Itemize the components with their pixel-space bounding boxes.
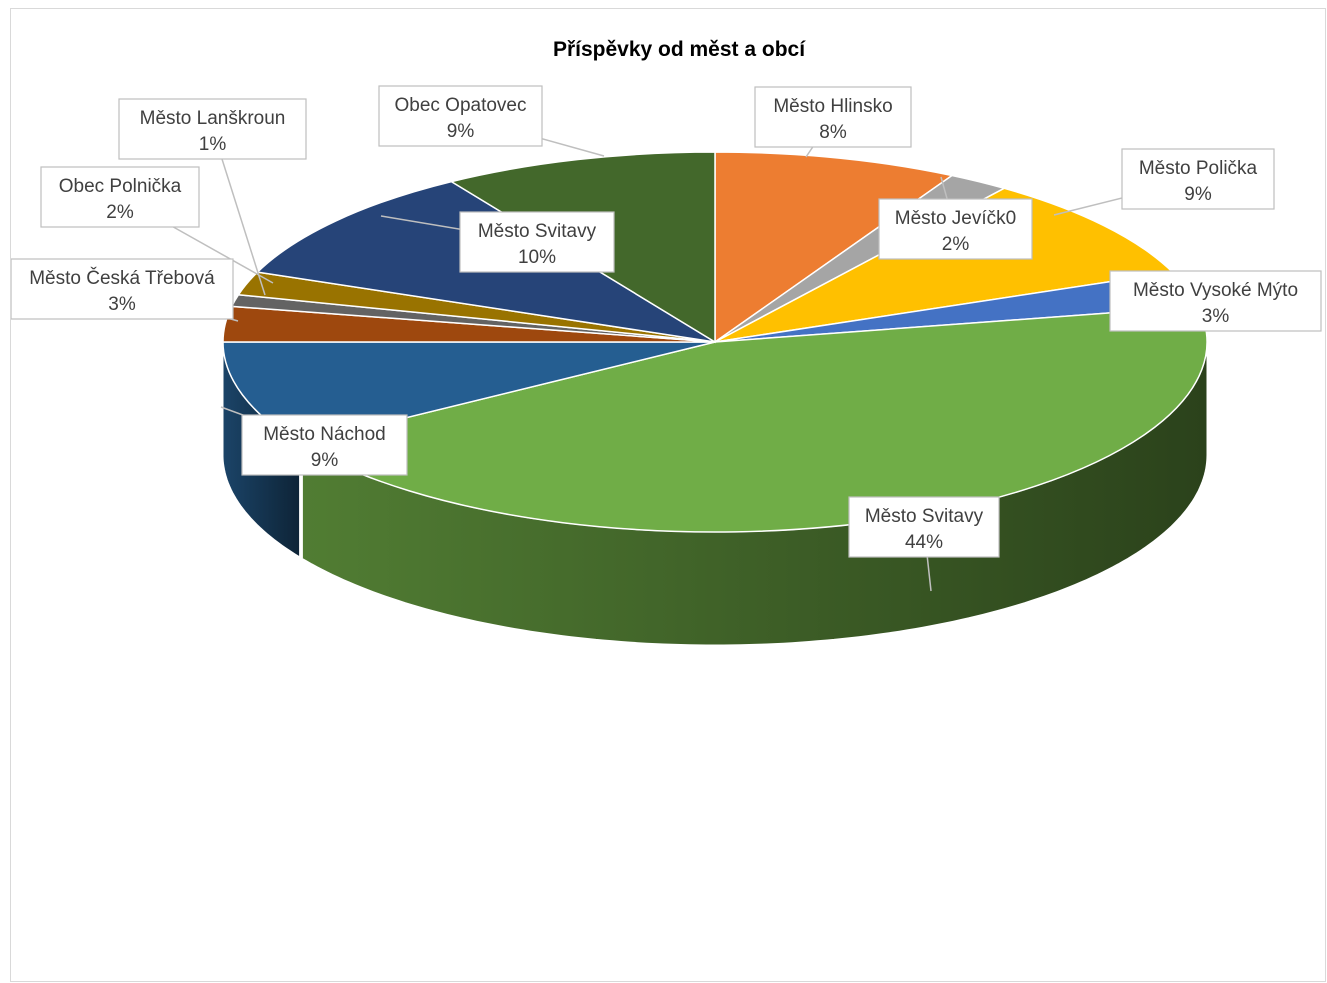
label-box-2 [1121, 148, 1275, 210]
data-label-5: Město Náchod 9% [241, 414, 408, 476]
label-value-6: 3% [108, 294, 136, 315]
data-label-9: Město Svitavy 10% [459, 211, 615, 273]
label-box-10 [378, 85, 543, 147]
label-box-6 [11, 258, 234, 320]
pie-chart: Příspěvky od měst a obcí Město Hlinsko 8%… [11, 38, 1322, 646]
data-label-8: Obec Polnička 2% [40, 166, 200, 228]
label-box-8 [40, 166, 200, 228]
label-value-2: 9% [1184, 184, 1212, 205]
label-value-5: 9% [311, 450, 339, 471]
label-box-9 [459, 211, 615, 273]
data-label-0: Město Hlinsko 8% [754, 86, 912, 148]
label-category-3: Město Vysoké Mýto [1133, 280, 1298, 301]
label-category-6: Město Česká Třebová [29, 267, 215, 289]
data-label-3: Město Vysoké Mýto 3% [1109, 270, 1322, 332]
label-category-9: Město Svitavy [478, 221, 597, 242]
label-box-4 [848, 496, 1000, 558]
pie-slices [222, 151, 1208, 533]
data-label-1: Město Jevíčk0 2% [878, 198, 1033, 260]
label-category-1: Město Jevíčk0 [895, 208, 1016, 229]
data-label-4: Město Svitavy 44% [848, 496, 1000, 558]
chart-frame: Příspěvky od měst a obcí Město Hlinsko 8%… [10, 8, 1326, 982]
label-category-0: Město Hlinsko [773, 96, 892, 117]
label-category-8: Obec Polnička [59, 176, 182, 197]
data-label-2: Město Polička 9% [1121, 148, 1275, 210]
label-category-4: Město Svitavy [865, 506, 984, 527]
label-value-1: 2% [942, 234, 970, 255]
label-value-0: 8% [819, 122, 847, 143]
data-label-10: Obec Opatovec 9% [378, 85, 543, 147]
label-category-7: Město Lanškroun [140, 108, 286, 129]
label-value-3: 3% [1202, 306, 1230, 327]
data-label-6: Město Česká Třebová 3% [11, 258, 234, 320]
slice-2 [714, 187, 1175, 343]
data-labels: Město Hlinsko 8% Město Jevíčk0 2% Město Poli… [11, 85, 1322, 558]
label-category-2: Město Polička [1139, 158, 1258, 179]
label-box-7 [118, 98, 307, 160]
label-value-10: 9% [447, 121, 475, 142]
chart-title: Příspěvky od měst a obcí [553, 38, 806, 61]
label-category-5: Město Náchod [263, 424, 386, 445]
label-box-0 [754, 86, 912, 148]
label-category-10: Obec Opatovec [394, 95, 526, 116]
label-box-5 [241, 414, 408, 476]
label-box-1 [878, 198, 1033, 260]
label-value-4: 44% [905, 532, 943, 553]
label-value-9: 10% [518, 247, 556, 268]
label-value-7: 1% [199, 134, 227, 155]
label-value-8: 2% [106, 202, 134, 223]
data-label-7: Město Lanškroun 1% [118, 98, 307, 160]
label-box-3 [1109, 270, 1322, 332]
